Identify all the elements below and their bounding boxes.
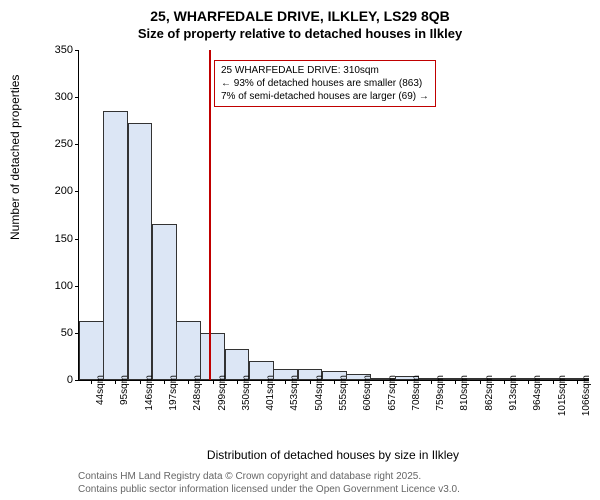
- chart-container: 25, WHARFEDALE DRIVE, ILKLEY, LS29 8QB S…: [0, 0, 600, 500]
- x-tick-mark: [261, 380, 262, 384]
- annotation-line3: 7% of semi-detached houses are larger (6…: [221, 90, 429, 103]
- x-tick-label: 453sqm: [289, 375, 300, 425]
- y-tick-mark: [75, 144, 79, 145]
- y-tick-mark: [75, 191, 79, 192]
- y-tick-label: 50: [39, 327, 73, 339]
- x-tick-mark: [164, 380, 165, 384]
- y-tick-mark: [75, 97, 79, 98]
- histogram-bar: [200, 333, 225, 380]
- x-tick-mark: [237, 380, 238, 384]
- x-tick-label: 1015sqm: [557, 375, 568, 425]
- y-tick-label: 300: [39, 91, 73, 103]
- x-tick-label: 913sqm: [508, 375, 519, 425]
- x-tick-mark: [528, 380, 529, 384]
- x-tick-mark: [455, 380, 456, 384]
- x-tick-mark: [407, 380, 408, 384]
- x-tick-mark: [504, 380, 505, 384]
- x-tick-label: 555sqm: [338, 375, 349, 425]
- x-tick-label: 708sqm: [411, 375, 422, 425]
- x-tick-mark: [188, 380, 189, 384]
- x-tick-label: 964sqm: [532, 375, 543, 425]
- x-tick-label: 350sqm: [241, 375, 252, 425]
- annotation-line1: 25 WHARFEDALE DRIVE: 310sqm: [221, 64, 429, 77]
- histogram-bar: [128, 123, 153, 380]
- x-tick-mark: [358, 380, 359, 384]
- x-tick-mark: [115, 380, 116, 384]
- x-tick-label: 299sqm: [217, 375, 228, 425]
- x-tick-label: 810sqm: [459, 375, 470, 425]
- x-tick-mark: [310, 380, 311, 384]
- x-tick-mark: [431, 380, 432, 384]
- y-tick-mark: [75, 286, 79, 287]
- x-tick-mark: [285, 380, 286, 384]
- x-tick-label: 146sqm: [144, 375, 155, 425]
- x-tick-label: 95sqm: [119, 375, 130, 425]
- plot-area: 25 WHARFEDALE DRIVE: 310sqm ← 93% of det…: [78, 50, 589, 381]
- annotation-box: 25 WHARFEDALE DRIVE: 310sqm ← 93% of det…: [214, 60, 436, 107]
- x-tick-label: 197sqm: [168, 375, 179, 425]
- x-tick-label: 862sqm: [484, 375, 495, 425]
- x-tick-label: 1066sqm: [581, 375, 592, 425]
- chart-title-sub: Size of property relative to detached ho…: [0, 26, 600, 41]
- x-tick-label: 759sqm: [435, 375, 446, 425]
- y-tick-mark: [75, 50, 79, 51]
- y-tick-label: 0: [39, 374, 73, 386]
- x-tick-mark: [91, 380, 92, 384]
- x-tick-label: 606sqm: [362, 375, 373, 425]
- y-axis-label: Number of detached properties: [8, 75, 22, 240]
- x-tick-mark: [577, 380, 578, 384]
- x-tick-mark: [213, 380, 214, 384]
- x-tick-mark: [480, 380, 481, 384]
- annotation-line2: ← 93% of detached houses are smaller (86…: [221, 77, 429, 90]
- x-tick-label: 44sqm: [95, 375, 106, 425]
- y-tick-label: 150: [39, 233, 73, 245]
- reference-line: [209, 50, 211, 380]
- y-tick-label: 350: [39, 44, 73, 56]
- x-tick-label: 248sqm: [192, 375, 203, 425]
- y-tick-label: 250: [39, 138, 73, 150]
- y-tick-mark: [75, 239, 79, 240]
- y-tick-label: 200: [39, 185, 73, 197]
- x-axis-label: Distribution of detached houses by size …: [78, 448, 588, 462]
- x-tick-mark: [140, 380, 141, 384]
- x-tick-label: 401sqm: [265, 375, 276, 425]
- y-tick-mark: [75, 380, 79, 381]
- footer-licence: Contains public sector information licen…: [78, 484, 460, 495]
- x-tick-label: 504sqm: [314, 375, 325, 425]
- histogram-bar: [152, 224, 177, 380]
- footer-copyright: Contains HM Land Registry data © Crown c…: [78, 471, 421, 482]
- x-tick-mark: [553, 380, 554, 384]
- x-tick-label: 657sqm: [387, 375, 398, 425]
- chart-title-main: 25, WHARFEDALE DRIVE, ILKLEY, LS29 8QB: [0, 8, 600, 24]
- x-tick-mark: [383, 380, 384, 384]
- histogram-bar: [79, 321, 104, 380]
- histogram-bar: [176, 321, 201, 380]
- histogram-bar: [103, 111, 128, 380]
- x-tick-mark: [334, 380, 335, 384]
- y-tick-label: 100: [39, 280, 73, 292]
